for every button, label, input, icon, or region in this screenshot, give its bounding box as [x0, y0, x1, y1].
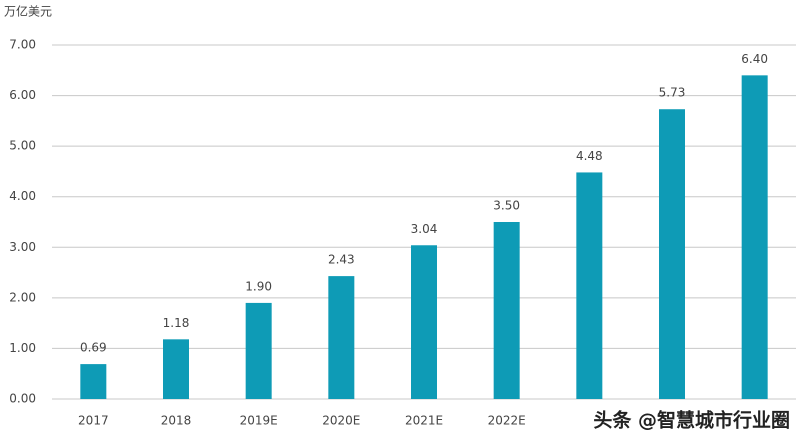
value-label: 6.40 — [741, 52, 768, 66]
bar — [80, 364, 107, 399]
value-label: 0.69 — [80, 341, 107, 355]
bar — [245, 302, 272, 399]
bar — [493, 222, 520, 399]
value-label: 2.43 — [328, 253, 355, 267]
y-tick-label: 4.00 — [9, 189, 36, 203]
value-label: 1.90 — [245, 279, 272, 293]
value-label: 3.04 — [411, 222, 438, 236]
value-label: 4.48 — [576, 149, 603, 163]
x-tick-label: 2017 — [78, 414, 109, 428]
bar — [659, 109, 685, 400]
y-axis-label: 万亿美元 — [4, 4, 52, 19]
value-label: 1.18 — [163, 316, 190, 330]
bar — [576, 172, 603, 399]
watermark: 头条 @智慧城市行业圈 — [593, 409, 790, 432]
value-label: 3.50 — [493, 199, 520, 213]
y-tick-label: 7.00 — [9, 38, 36, 52]
x-tick-label: 2020E — [322, 414, 360, 428]
x-tick-label: 2018 — [161, 414, 192, 428]
value-label: 5.73 — [659, 86, 686, 100]
bar — [741, 75, 768, 399]
y-tick-label: 6.00 — [9, 88, 36, 102]
x-tick-label: 2019E — [240, 414, 278, 428]
bar — [328, 276, 355, 399]
y-tick-label: 5.00 — [9, 139, 36, 153]
y-tick-label: 0.00 — [9, 392, 36, 406]
y-tick-label: 2.00 — [9, 290, 36, 304]
bar — [411, 245, 437, 399]
bar — [163, 339, 189, 399]
x-tick-label: 2021E — [405, 414, 443, 428]
y-tick-label: 3.00 — [9, 240, 36, 254]
y-tick-label: 1.00 — [9, 341, 36, 355]
x-tick-label: 2022E — [488, 414, 526, 428]
